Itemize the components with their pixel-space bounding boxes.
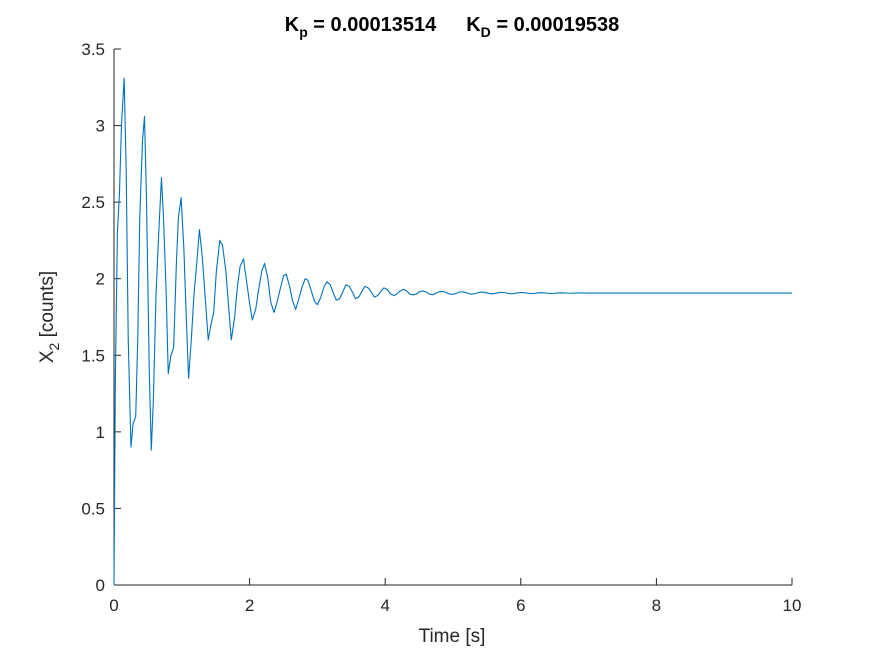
x-tick-label: 0	[109, 596, 118, 615]
x-tick-label: 10	[783, 596, 802, 615]
kp-subscript: p	[299, 24, 308, 40]
y-tick-label: 0.5	[81, 499, 105, 518]
y-tick-label: 3.5	[81, 40, 105, 59]
x-tick-label: 8	[652, 596, 661, 615]
y-axis-unit: [counts]	[37, 271, 58, 343]
tick-labels: 0 2 4 6 8 10 0 0.5 1 1.5 2 2.5 3 3.5	[81, 40, 801, 615]
y-tick-label: 2	[96, 270, 105, 289]
series-line-0	[113, 77, 792, 586]
y-tick-label: 3	[96, 117, 105, 136]
kp-value: = 0.00013514	[308, 14, 437, 36]
axes	[113, 49, 792, 586]
y-tick-label: 1	[96, 423, 105, 442]
series-layer	[113, 77, 792, 586]
kd-symbol: K	[466, 14, 481, 36]
kd-value: = 0.00019538	[491, 14, 619, 36]
x-tick-label: 6	[516, 596, 525, 615]
y-tick-label: 2.5	[81, 193, 105, 212]
x-axis-label: Time [s]	[419, 626, 486, 647]
x-tick-label: 4	[380, 596, 389, 615]
y-tick-label: 1.5	[81, 346, 105, 365]
x-tick-label: 2	[245, 596, 254, 615]
kp-symbol: K	[285, 14, 300, 36]
y-axis-label: X2 [counts]	[37, 271, 62, 363]
y-axis-subscript: 2	[46, 342, 62, 350]
chart-title: Kp = 0.00013514 KD = 0.00019538	[285, 14, 620, 40]
y-axis-symbol: X	[37, 350, 58, 363]
y-tick-label: 0	[96, 576, 105, 595]
kd-subscript: D	[481, 24, 491, 40]
